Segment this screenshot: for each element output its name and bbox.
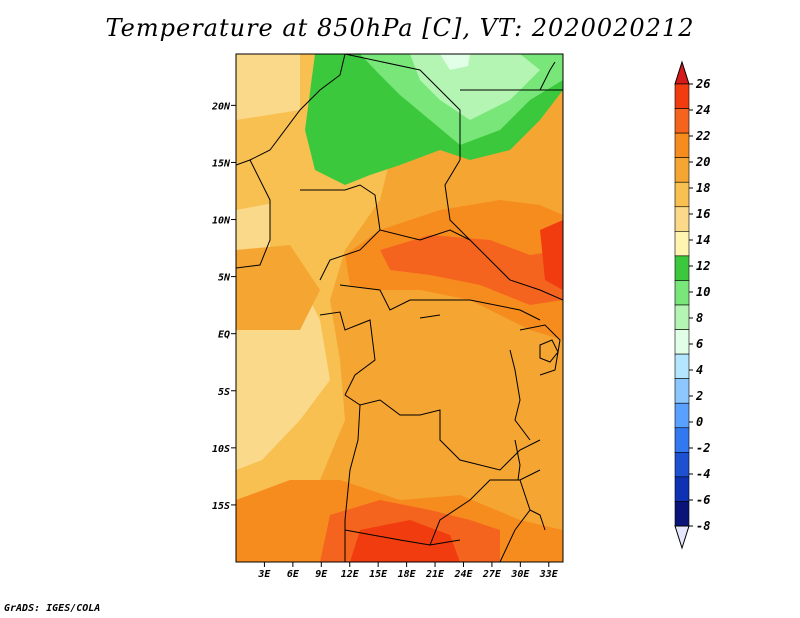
- colorbar-band: [674, 378, 690, 404]
- lat-tick-label: 5N: [218, 273, 231, 284]
- lon-tick-label: 15E: [369, 569, 388, 580]
- colorbar-band: [674, 476, 690, 502]
- map-border: [235, 53, 564, 563]
- temp-field-18-west: [236, 110, 320, 210]
- temp-field-20: [280, 54, 563, 562]
- lon-tick-label: 21E: [425, 569, 445, 580]
- lon-tick-label: 27E: [482, 569, 502, 580]
- colorbar-label: 0: [696, 415, 703, 429]
- colorbar-band: [674, 132, 690, 158]
- longitude-axis: 3E 6E 9E 12E 15E 18E 21E 24E 27E 30E 33E: [257, 562, 559, 580]
- colorbar-label: -2: [696, 441, 710, 455]
- temp-field-20-west: [236, 245, 320, 330]
- colorbar-band: [674, 206, 690, 232]
- lat-tick-label: 20N: [211, 101, 231, 112]
- colorbar-label: 16: [696, 207, 710, 221]
- colorbar-label: 20: [695, 155, 710, 169]
- colorbar-triangle-bottom: [674, 525, 690, 550]
- colorbar-band: [674, 108, 690, 134]
- latitude-axis: 20N 15N 10N 5N EQ 5S 10S 15S: [211, 101, 236, 512]
- colorbar-label: 2: [695, 389, 703, 403]
- credit-text: GrADS: IGES/COLA: [4, 603, 101, 614]
- lat-tick-label: 10N: [212, 216, 231, 227]
- colorbar-band: [674, 452, 690, 478]
- temp-field-26-east: [540, 220, 563, 290]
- colorbar-band: [674, 329, 690, 355]
- colorbar-label: 22: [695, 129, 710, 143]
- colorbar-band: [674, 157, 690, 183]
- lat-tick-label: EQ: [218, 330, 230, 341]
- lon-tick-label: 9E: [315, 569, 328, 580]
- lon-tick-label: 18E: [398, 569, 417, 580]
- map-frame: [236, 54, 563, 562]
- lat-tick-label: 10S: [212, 444, 230, 455]
- colorbar-band: [674, 402, 690, 429]
- colorbar-label: 8: [696, 311, 703, 325]
- lon-tick-label: 30E: [510, 569, 530, 580]
- country-borders: [236, 54, 563, 562]
- colorbar-label: -6: [696, 493, 710, 507]
- temp-field-6: [440, 54, 470, 70]
- colorbar-band: [674, 280, 690, 306]
- lon-tick-label: 6E: [287, 569, 300, 580]
- colorbar-triangle-top: [674, 60, 690, 85]
- colorbar-band: [674, 501, 690, 527]
- colorbar-band: [674, 83, 690, 109]
- colorbar-label: -8: [696, 519, 710, 533]
- lon-tick-label: 12E: [341, 569, 360, 580]
- colorbar-band: [674, 304, 690, 330]
- colorbar-label: 10: [696, 285, 710, 299]
- colorbar-label: 6: [696, 337, 703, 351]
- lat-tick-label: 5S: [218, 387, 230, 398]
- colorbar-label: 18: [696, 181, 710, 195]
- colorbar-band: [674, 181, 690, 208]
- colorbar-label: 24: [695, 103, 710, 117]
- colorbar-band: [674, 427, 690, 453]
- temp-field-24: [380, 235, 563, 305]
- map-title: Temperature at 850hPa [C], VT: 202002021…: [105, 14, 695, 42]
- colorbar-label: 4: [696, 363, 703, 377]
- lat-tick-label: 15S: [212, 501, 230, 512]
- lon-tick-label: 33E: [539, 569, 559, 580]
- temp-field-8: [410, 54, 540, 120]
- lon-tick-label: 24E: [453, 569, 473, 580]
- colorbar-band: [674, 231, 690, 257]
- colorbar-band: [674, 255, 690, 281]
- colorbar-band: [674, 353, 690, 379]
- colorbar-label: 14: [696, 233, 710, 247]
- lat-tick-label: 15N: [212, 158, 231, 169]
- colorbar-label: 12: [696, 259, 710, 273]
- colorbar-label: 26: [695, 77, 710, 91]
- colorbar-label: -4: [696, 467, 710, 481]
- lon-tick-label: 3E: [257, 569, 271, 580]
- lakes: [419, 314, 559, 531]
